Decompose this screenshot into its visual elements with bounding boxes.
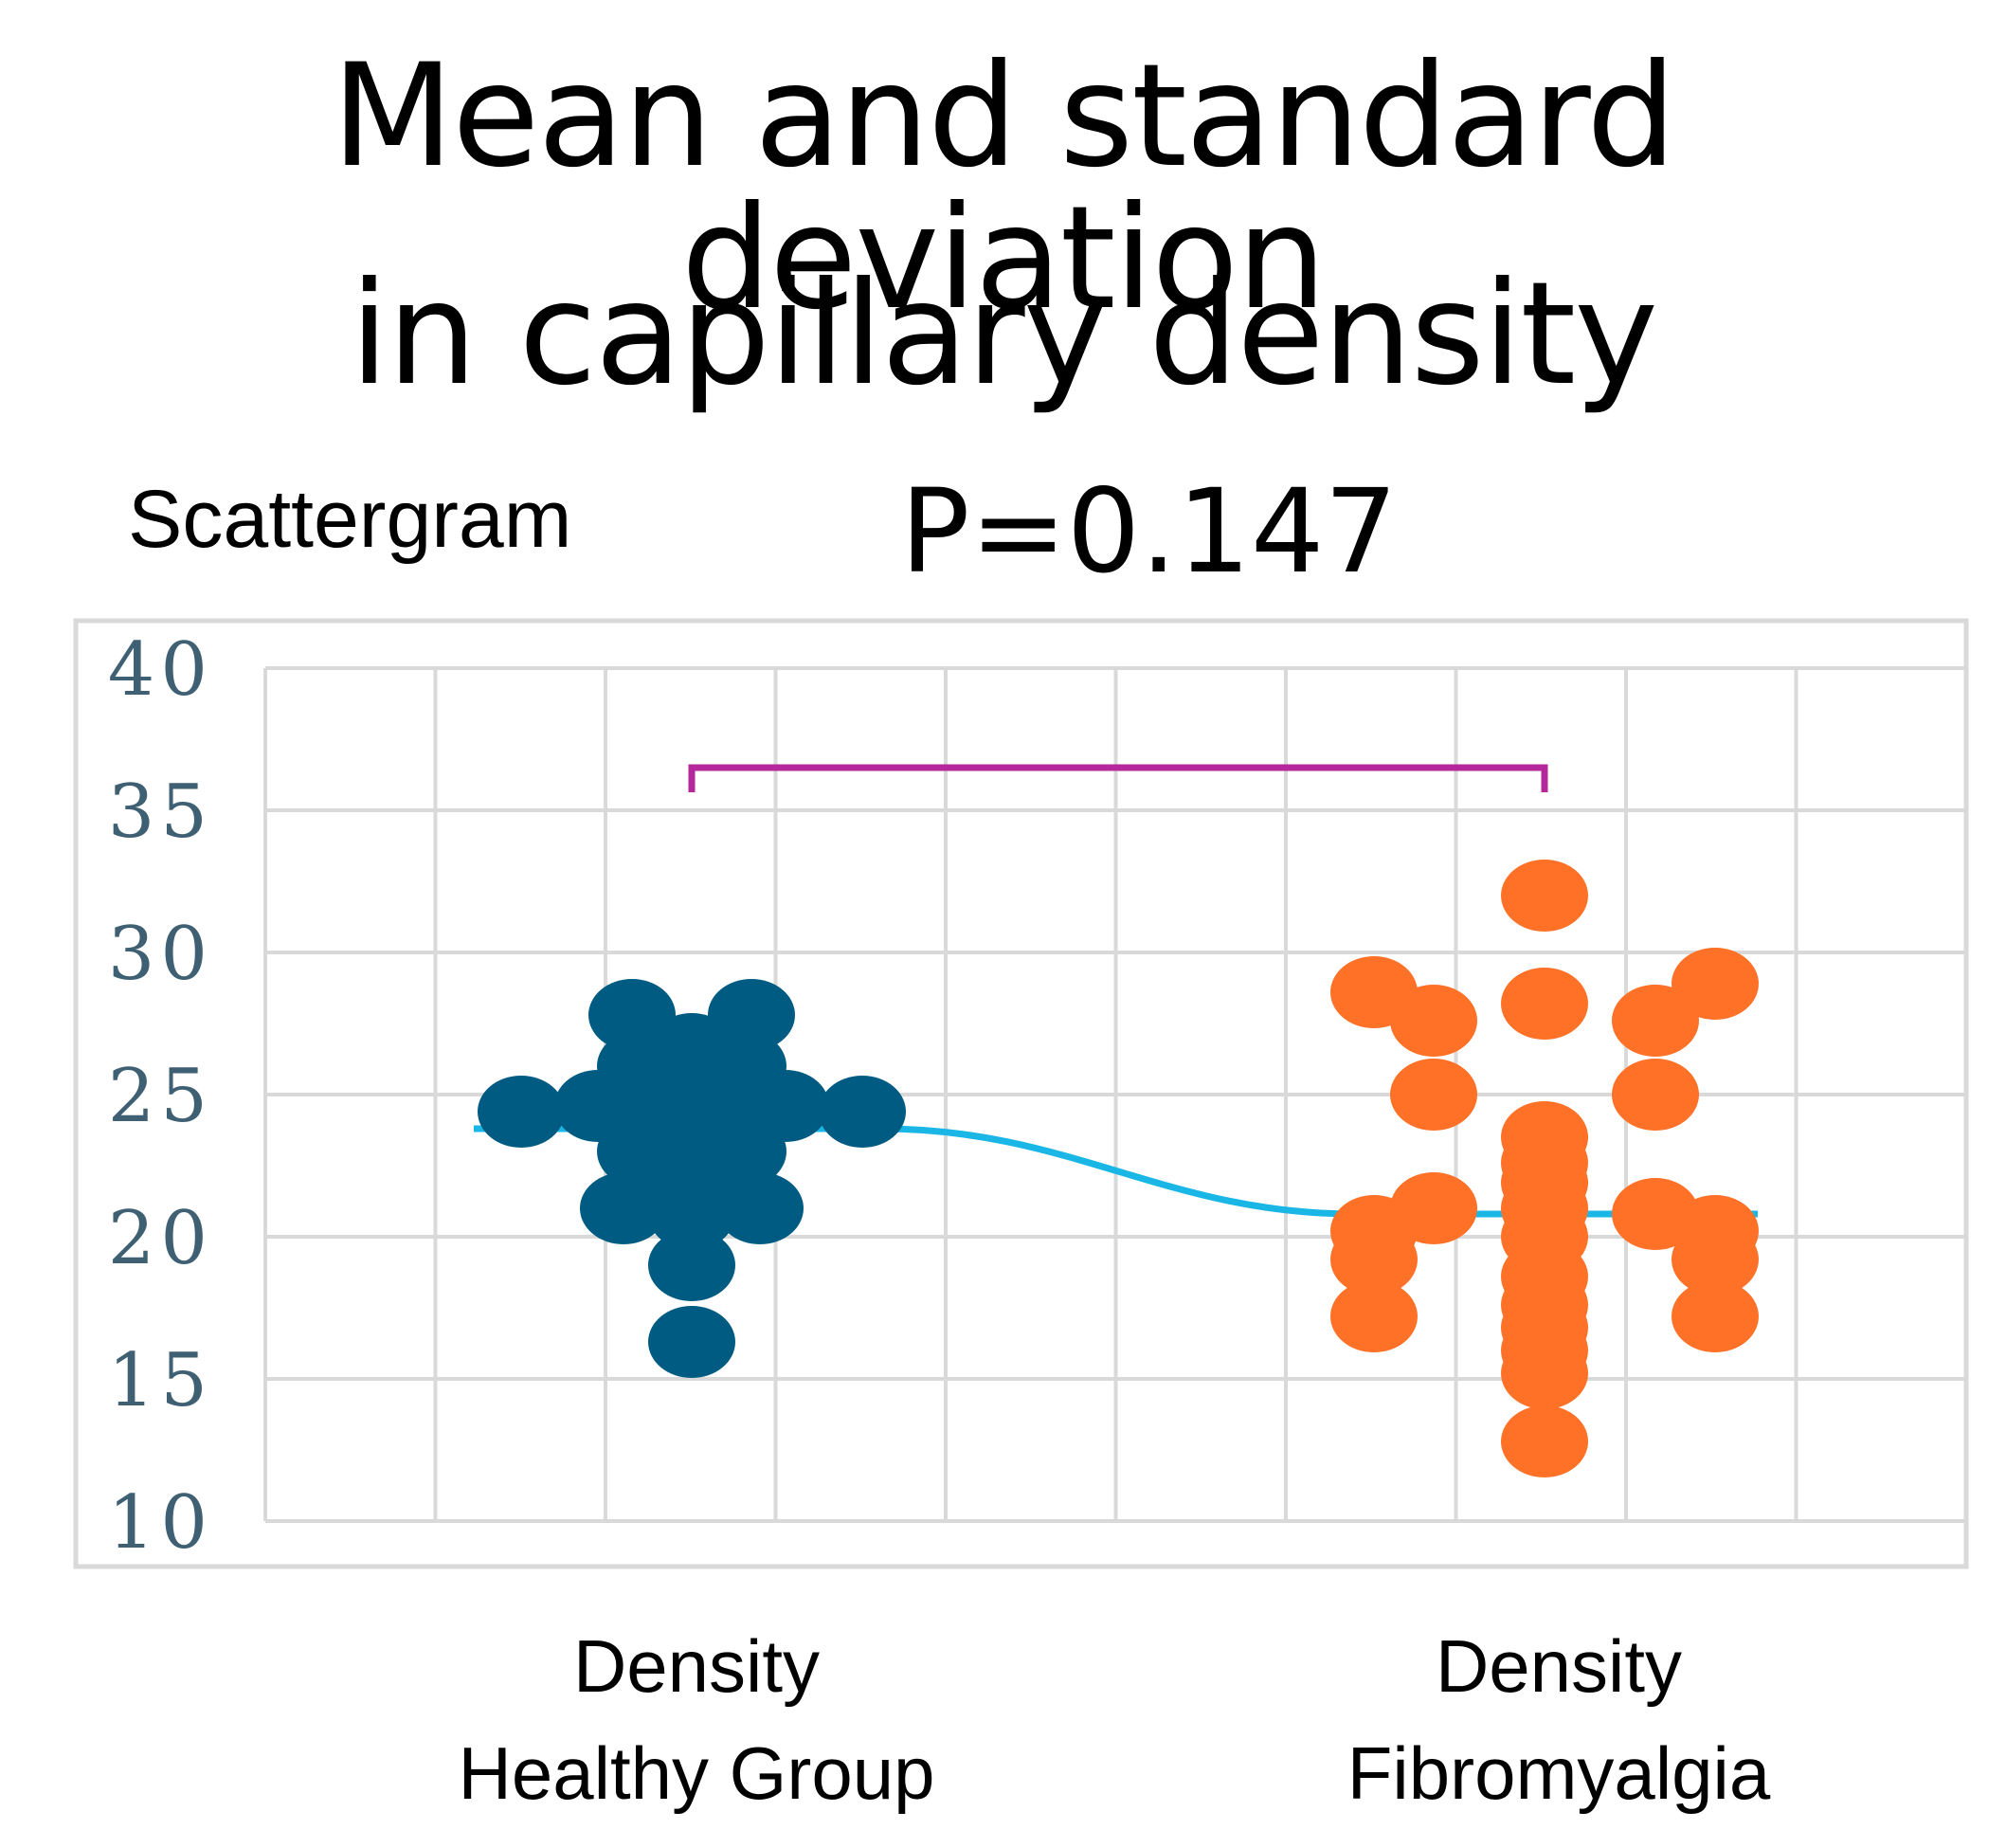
fibromyalgia-data-point — [1501, 968, 1588, 1040]
y-tick-label: 40 — [108, 627, 213, 713]
chart-title-line-1: Mean and standard deviation — [331, 34, 1677, 341]
x-category-fibro-line1: Density — [1435, 1624, 1683, 1708]
fibromyalgia-data-point — [1330, 1280, 1418, 1352]
p-value-annotation: P=0.147 — [900, 464, 1399, 599]
fibromyalgia-data-point — [1612, 1059, 1699, 1131]
y-tick-label: 30 — [108, 912, 213, 997]
y-axis-ticks: 10 15 20 25 30 35 40 — [108, 627, 213, 1566]
healthy-data-point — [478, 1076, 565, 1148]
healthy-data-point — [648, 1178, 735, 1250]
y-tick-label: 20 — [108, 1196, 213, 1281]
fibromyalgia-data-point — [1501, 860, 1588, 932]
fibromyalgia-data-point — [1672, 948, 1759, 1020]
x-category-healthy-line1: Density — [572, 1624, 821, 1708]
significance-bracket-layer — [688, 764, 1548, 792]
y-tick-label: 35 — [108, 770, 213, 855]
fibromyalgia-data-point — [1330, 1223, 1418, 1295]
significance-bracket — [688, 764, 1548, 792]
healthy-data-point — [648, 1306, 735, 1378]
mean-line-layer — [474, 1125, 1758, 1218]
fibromyalgia-data-point — [1672, 1223, 1759, 1295]
healthy-data-point — [819, 1076, 906, 1148]
x-category-fibro-line2: Fibromyalgia — [1346, 1731, 1771, 1816]
x-category-label-fibromyalgia: Density Fibromyalgia — [1132, 1613, 1985, 1827]
healthy-data-point — [580, 1172, 667, 1244]
fibromyalgia-data-point — [1672, 1280, 1759, 1352]
fibromyalgia-data-point — [1612, 985, 1699, 1057]
y-tick-label: 15 — [108, 1338, 213, 1423]
fibromyalgia-data-point — [1390, 1059, 1477, 1131]
x-category-label-healthy: Density Healthy Group — [270, 1613, 1123, 1827]
fibromyalgia-data-point — [1501, 1337, 1588, 1409]
fibromyalgia-data-point — [1501, 1405, 1588, 1477]
y-tick-label: 10 — [108, 1480, 213, 1566]
mean-line — [474, 1125, 1758, 1218]
y-tick-label: 25 — [108, 1054, 213, 1139]
healthy-data-point — [716, 1172, 804, 1244]
data-points — [478, 860, 1759, 1477]
fibromyalgia-data-point — [1390, 985, 1477, 1057]
chart-title-line-2: in capillary density — [349, 252, 1658, 417]
x-category-healthy-line2: Healthy Group — [458, 1731, 935, 1816]
chart-subtitle: Scattergram — [128, 474, 572, 565]
healthy-data-point — [648, 1229, 735, 1301]
